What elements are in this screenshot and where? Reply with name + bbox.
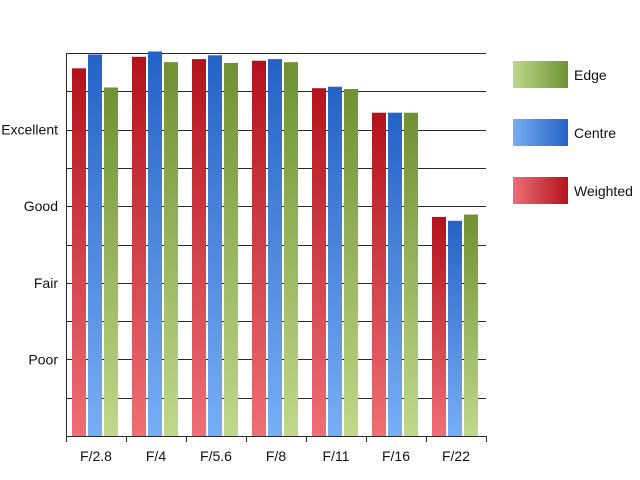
legend-label-weighted: Weighted bbox=[574, 183, 633, 199]
bar-edge-F22 bbox=[464, 214, 478, 436]
legend-label-edge: Edge bbox=[574, 67, 607, 83]
y-tick-label: Good bbox=[24, 198, 58, 214]
bar-edge-F56 bbox=[224, 63, 238, 436]
legend-swatch-edge bbox=[513, 61, 568, 88]
legend-swatch-centre bbox=[513, 119, 568, 146]
bar-centre-F11 bbox=[328, 86, 342, 436]
axes bbox=[66, 53, 487, 442]
bar-weighted-F28 bbox=[72, 68, 86, 437]
bar-centre-F8 bbox=[268, 59, 282, 436]
bar-weighted-F4 bbox=[132, 56, 146, 437]
legend: Edge Centre Weighted bbox=[513, 61, 633, 204]
bar-weighted-F16 bbox=[372, 112, 386, 436]
y-tick-label: Excellent bbox=[1, 122, 58, 138]
bar-edge-F11 bbox=[344, 89, 358, 436]
bar-edge-F16 bbox=[404, 112, 418, 436]
x-tick-labels: F/2.8 F/4 F/5.6 F/8 F/11 F/16 F/22 bbox=[80, 448, 470, 464]
bar-centre-F4 bbox=[148, 51, 162, 436]
bar-centre-F22 bbox=[448, 220, 462, 436]
y-tick-label: Poor bbox=[28, 351, 58, 367]
y-tick-label: Fair bbox=[34, 275, 58, 291]
bar-weighted-F22 bbox=[432, 216, 446, 436]
x-tick-label: F/5.6 bbox=[200, 448, 232, 464]
bar-edge-F4 bbox=[164, 62, 178, 436]
bar-edge-F8 bbox=[284, 62, 298, 436]
bar-weighted-F8 bbox=[252, 60, 266, 436]
bar-centre-F16 bbox=[388, 112, 402, 436]
x-tick-label: F/16 bbox=[382, 448, 410, 464]
bar-edge-F28 bbox=[104, 87, 118, 436]
x-tick-label: F/4 bbox=[146, 448, 166, 464]
x-tick-label: F/11 bbox=[323, 448, 350, 464]
x-tick-label: F/2.8 bbox=[80, 448, 112, 464]
bar-weighted-F56 bbox=[192, 59, 206, 436]
legend-label-centre: Centre bbox=[574, 125, 616, 141]
bars bbox=[72, 51, 478, 437]
bar-centre-F56 bbox=[208, 55, 222, 437]
x-tick-label: F/22 bbox=[442, 448, 470, 464]
bar-centre-F28 bbox=[88, 54, 102, 436]
x-tick-label: F/8 bbox=[266, 448, 286, 464]
legend-swatch-weighted bbox=[513, 177, 568, 204]
y-tick-labels: Poor Fair Good Excellent bbox=[1, 122, 58, 368]
bar-weighted-F11 bbox=[312, 88, 326, 436]
